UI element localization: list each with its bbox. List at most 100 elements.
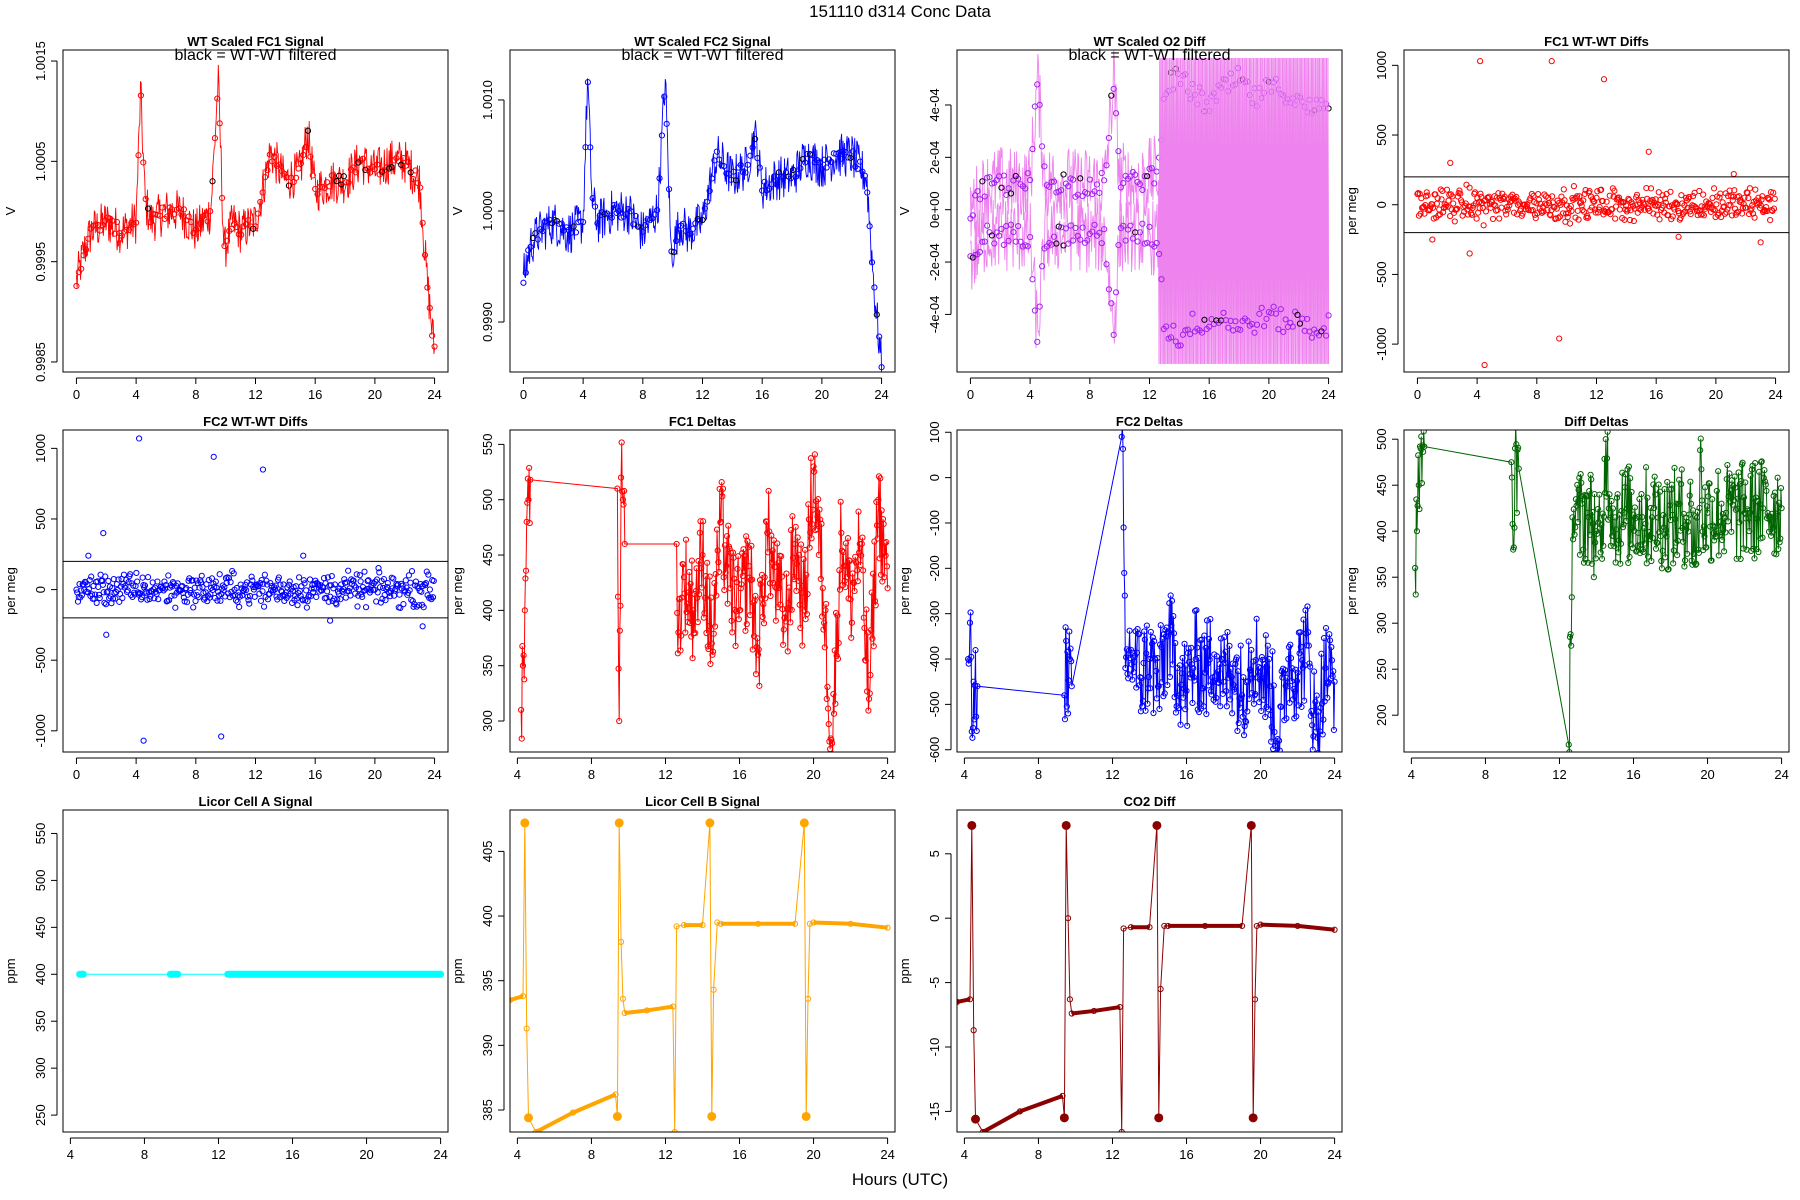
data-point — [973, 727, 980, 734]
data-point — [1456, 187, 1463, 194]
data-point — [235, 231, 242, 238]
data-point — [1584, 214, 1592, 221]
data-point — [371, 166, 378, 173]
data-point — [772, 583, 779, 591]
data-point — [682, 629, 689, 636]
y-tick-label: -500 — [1374, 261, 1389, 287]
data-point — [757, 581, 764, 588]
data-point — [838, 547, 846, 554]
data-point — [1284, 683, 1291, 690]
data-point — [1276, 747, 1283, 752]
data-point — [1745, 515, 1752, 522]
data-point — [1681, 563, 1688, 570]
data-point — [147, 219, 154, 226]
page-title: 151110 d314 Conc Data — [809, 2, 991, 21]
data-point — [1615, 549, 1622, 556]
data-point — [1748, 547, 1755, 554]
data-point — [1257, 921, 1264, 928]
data-point — [761, 574, 768, 581]
data-point — [1248, 1113, 1258, 1123]
data-point — [221, 242, 228, 250]
data-point — [195, 593, 202, 601]
data-point — [187, 587, 194, 594]
y-tick-label: 500 — [1374, 124, 1389, 146]
data-point — [1000, 241, 1007, 248]
data-point — [1140, 659, 1147, 667]
plot-area — [1412, 430, 1785, 752]
data-point — [708, 640, 715, 647]
data-point — [1176, 704, 1183, 711]
x-tick-label: 16 — [285, 1147, 299, 1162]
data-point — [1068, 658, 1075, 665]
data-point — [1641, 540, 1648, 547]
data-point — [1415, 452, 1422, 459]
data-point — [1251, 329, 1258, 336]
data-point — [292, 174, 300, 181]
data-point — [384, 579, 391, 587]
data-point — [1170, 630, 1178, 637]
data-point — [1007, 190, 1015, 197]
data-point — [713, 148, 720, 155]
data-point — [727, 585, 734, 592]
y-axis-label: ppm — [897, 958, 912, 983]
data-point — [838, 529, 845, 537]
data-point — [421, 251, 429, 259]
data-point — [776, 584, 783, 592]
data-point — [1773, 510, 1781, 517]
data-point — [1701, 484, 1709, 491]
data-point — [217, 597, 224, 604]
data-point — [1670, 560, 1677, 567]
data-point — [1686, 492, 1693, 499]
data-point — [218, 194, 226, 202]
data-point — [965, 660, 972, 667]
data-point — [768, 559, 776, 566]
data-point — [237, 581, 244, 588]
data-point — [1479, 204, 1486, 212]
data-point — [1293, 677, 1301, 685]
data-point — [784, 648, 791, 655]
data-point — [1596, 203, 1603, 211]
data-point — [1606, 192, 1613, 199]
data-point — [828, 740, 836, 747]
data-point — [1152, 820, 1162, 830]
data-point — [739, 169, 747, 176]
data-point — [799, 818, 809, 828]
data-point — [1314, 734, 1321, 741]
data-point — [1145, 685, 1152, 692]
data-point — [1777, 535, 1784, 542]
data-point — [744, 537, 751, 545]
data-point — [1127, 924, 1135, 931]
data-point — [1145, 673, 1152, 681]
x-tick-label: 16 — [1179, 767, 1193, 782]
data-point — [1611, 187, 1618, 194]
data-point — [266, 151, 273, 158]
data-point — [570, 223, 577, 230]
data-point — [137, 590, 144, 597]
chart-title: Diff Deltas — [1564, 414, 1628, 429]
x-tick-label: 24 — [433, 1147, 447, 1162]
data-point — [1475, 199, 1483, 206]
data-point — [811, 451, 818, 458]
data-point — [1108, 92, 1115, 99]
data-point — [833, 652, 840, 659]
x-tick-label: 4 — [1474, 387, 1481, 402]
data-point — [1667, 188, 1674, 195]
data-point — [615, 665, 622, 672]
data-point — [1642, 464, 1650, 471]
data-point — [1598, 521, 1605, 528]
data-point — [1756, 501, 1763, 508]
data-point — [1150, 709, 1157, 717]
data-point — [1122, 664, 1129, 672]
data-point — [774, 540, 781, 547]
y-tick-label: 450 — [480, 544, 495, 566]
x-tick-label: 24 — [880, 767, 894, 782]
data-point — [1685, 528, 1692, 535]
data-point — [1096, 189, 1103, 196]
data-point — [800, 556, 807, 563]
y-tick-label: 390 — [480, 1035, 495, 1057]
x-tick-label: 16 — [308, 387, 322, 402]
x-tick-label: 20 — [368, 387, 382, 402]
data-point — [1181, 640, 1188, 647]
data-point — [1418, 433, 1425, 440]
